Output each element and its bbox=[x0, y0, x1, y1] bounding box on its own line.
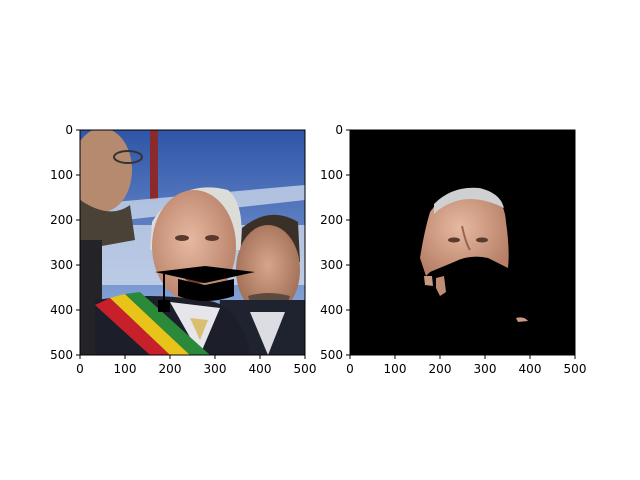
right-y-tick-label: 200 bbox=[320, 213, 343, 227]
right-y-tick-label: 400 bbox=[320, 303, 343, 317]
left-y-tick-label: 0 bbox=[65, 123, 73, 137]
left-axes-frame bbox=[79, 129, 306, 356]
right-x-tick-label: 100 bbox=[384, 362, 407, 376]
right-x-tick-label: 500 bbox=[564, 362, 587, 376]
right-x-tick-label: 400 bbox=[519, 362, 542, 376]
left-x-axis: 0 100 200 300 400 500 bbox=[76, 355, 316, 376]
right-y-axis: 0 100 200 300 400 500 bbox=[320, 123, 350, 362]
left-x-tick-label: 0 bbox=[76, 362, 84, 376]
left-y-tick-label: 100 bbox=[50, 168, 73, 182]
left-x-tick-label: 200 bbox=[159, 362, 182, 376]
right-y-tick-label: 300 bbox=[320, 258, 343, 272]
right-x-tick-label: 200 bbox=[429, 362, 452, 376]
photo-image bbox=[80, 130, 305, 355]
right-y-tick-label: 500 bbox=[320, 348, 343, 362]
left-y-axis: 0 100 200 300 400 500 bbox=[50, 123, 80, 362]
left-x-tick-label: 300 bbox=[204, 362, 227, 376]
right-y-tick-label: 0 bbox=[335, 123, 343, 137]
right-axes-frame bbox=[349, 129, 576, 356]
right-panel: 0 100 200 300 400 500 0 100 200 300 400 500 bbox=[320, 123, 586, 376]
left-y-tick-label: 400 bbox=[50, 303, 73, 317]
left-panel: 0 100 200 300 400 500 0 100 200 300 400 500 bbox=[50, 123, 316, 376]
right-x-tick-label: 0 bbox=[346, 362, 354, 376]
left-x-tick-label: 400 bbox=[249, 362, 272, 376]
right-x-tick-label: 300 bbox=[474, 362, 497, 376]
left-y-tick-label: 200 bbox=[50, 213, 73, 227]
graduation-cap-icon bbox=[155, 266, 255, 312]
left-y-tick-label: 300 bbox=[50, 258, 73, 272]
left-x-tick-label: 100 bbox=[114, 362, 137, 376]
right-y-tick-label: 100 bbox=[320, 168, 343, 182]
mask-image bbox=[350, 130, 575, 355]
right-x-axis: 0 100 200 300 400 500 bbox=[346, 355, 586, 376]
left-y-tick-label: 500 bbox=[50, 348, 73, 362]
left-x-tick-label: 500 bbox=[294, 362, 317, 376]
